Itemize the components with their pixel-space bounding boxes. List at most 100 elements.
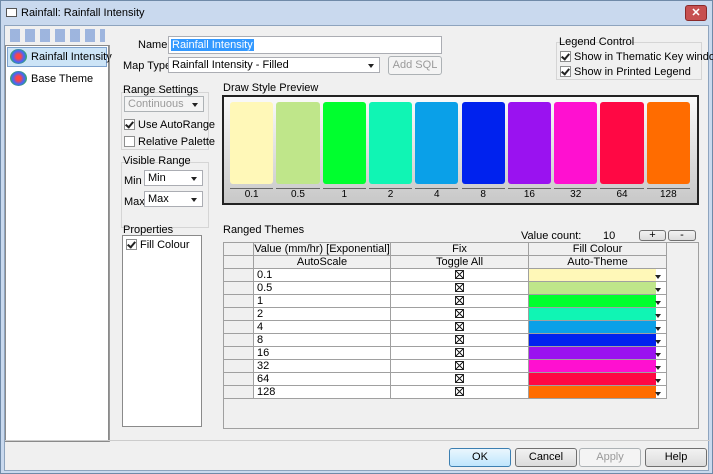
- dialog-button[interactable]: Cancel: [515, 448, 577, 467]
- checkbox-label: Show in Printed Legend: [574, 66, 691, 78]
- fix-checkbox[interactable]: [455, 283, 464, 292]
- preview-label: 64: [600, 188, 644, 200]
- row-header: [224, 269, 254, 282]
- map-type-select[interactable]: Rainfall Intensity - Filled: [168, 57, 380, 73]
- max-select[interactable]: Max: [144, 191, 203, 207]
- colour-cell: [529, 308, 667, 321]
- fix-cell: [391, 347, 529, 360]
- colour-cell: [529, 321, 667, 334]
- fix-checkbox[interactable]: [455, 296, 464, 305]
- themes-table: Value (mm/hr) [Exponential] Fix Fill Colou…: [223, 242, 699, 429]
- value-cell: 128: [254, 386, 391, 399]
- subheader-cell: Toggle All: [391, 256, 529, 269]
- preview-label: 128: [646, 188, 690, 200]
- group-title: Legend Control: [559, 36, 635, 48]
- checkbox[interactable]: [124, 136, 135, 147]
- colour-dropdown[interactable]: [655, 295, 666, 307]
- preview-label: 2: [368, 188, 413, 200]
- colour-cell: [529, 334, 667, 347]
- preview-swatch: [230, 102, 274, 184]
- corner-cell: [224, 256, 254, 269]
- colour-dropdown[interactable]: [655, 282, 666, 294]
- fix-checkbox[interactable]: [455, 309, 464, 318]
- fix-cell: [391, 321, 529, 334]
- subheader-cell: AutoScale: [254, 256, 391, 269]
- colour-dropdown[interactable]: [655, 321, 666, 333]
- properties-title: Properties: [123, 224, 174, 236]
- value-cell: 4: [254, 321, 391, 334]
- fix-cell: [391, 386, 529, 399]
- fix-checkbox[interactable]: [455, 270, 464, 279]
- property-item: Fill Colour: [140, 239, 190, 251]
- preview-swatch: [368, 102, 413, 184]
- add-button[interactable]: +: [639, 230, 666, 241]
- preview-label: 8: [461, 188, 505, 200]
- row-header: [224, 295, 254, 308]
- layer-icon: [10, 71, 27, 86]
- remove-button[interactable]: -: [668, 230, 696, 241]
- selected-item: [7, 47, 107, 67]
- checkbox[interactable]: [126, 239, 137, 250]
- row-header: [224, 373, 254, 386]
- preview-label: 4: [415, 188, 459, 200]
- preview-swatch: [507, 102, 552, 184]
- fix-checkbox[interactable]: [455, 335, 464, 344]
- preview-box: 0.1 0.5 1 2 4 8 16 32 64 128: [222, 95, 699, 205]
- preview-label: 16: [507, 188, 552, 200]
- close-button[interactable]: ✕: [685, 5, 707, 21]
- row-header: [224, 321, 254, 334]
- colour-dropdown[interactable]: [655, 347, 666, 359]
- layer-icon: [10, 49, 27, 64]
- fix-checkbox[interactable]: [455, 322, 464, 331]
- fix-cell: [391, 282, 529, 295]
- layer-item[interactable]: Rainfall Intensity: [31, 51, 112, 63]
- colour-dropdown[interactable]: [655, 386, 666, 398]
- toolbar[interactable]: [10, 29, 105, 42]
- dialog-button[interactable]: Help: [645, 448, 707, 467]
- layer-item[interactable]: Base Theme: [31, 73, 94, 85]
- colour-dropdown[interactable]: [655, 334, 666, 346]
- dialog-button: Apply: [579, 448, 641, 467]
- checkbox[interactable]: [124, 119, 135, 130]
- min-select[interactable]: Min: [144, 170, 203, 186]
- preview-swatch: [461, 102, 505, 184]
- row-header: [224, 347, 254, 360]
- properties-list: Fill Colour: [122, 235, 202, 427]
- separator: [5, 440, 710, 441]
- fix-checkbox[interactable]: [455, 387, 464, 396]
- window-icon: [6, 8, 17, 17]
- checkbox[interactable]: [560, 51, 571, 62]
- preview-label: 0.5: [276, 188, 320, 200]
- fix-checkbox[interactable]: [455, 361, 464, 370]
- value-count-label: Value count:: [521, 230, 582, 242]
- colour-dropdown[interactable]: [655, 308, 666, 320]
- colour-dropdown[interactable]: [655, 373, 666, 385]
- preview-swatch: [646, 102, 690, 184]
- colour-dropdown[interactable]: [655, 269, 666, 281]
- dialog-button[interactable]: OK: [449, 448, 511, 467]
- range-group: [121, 92, 209, 150]
- ranged-themes-title: Ranged Themes: [223, 224, 305, 236]
- fix-checkbox[interactable]: [455, 348, 464, 357]
- checkbox-label: Show in Thematic Key window: [574, 51, 713, 63]
- column-header: Fill Colour: [529, 243, 667, 256]
- preview-swatch: [415, 102, 459, 184]
- value-cell: 0.5: [254, 282, 391, 295]
- fix-cell: [391, 373, 529, 386]
- preview-label: 0.1: [230, 188, 274, 200]
- client-area: Rainfall Intensity Base Theme Name Rainf…: [4, 25, 713, 471]
- value-cell: 0.1: [254, 269, 391, 282]
- value-cell: 32: [254, 360, 391, 373]
- column-header: Value (mm/hr) [Exponential]: [254, 243, 391, 256]
- colour-cell: [529, 295, 667, 308]
- name-input[interactable]: Rainfall Intensity: [168, 36, 442, 54]
- row-header: [224, 282, 254, 295]
- checkbox[interactable]: [560, 66, 571, 77]
- colour-dropdown[interactable]: [655, 360, 666, 372]
- value-cell: 64: [254, 373, 391, 386]
- fix-checkbox[interactable]: [455, 374, 464, 383]
- preview-swatch: [276, 102, 320, 184]
- colour-cell: [529, 282, 667, 295]
